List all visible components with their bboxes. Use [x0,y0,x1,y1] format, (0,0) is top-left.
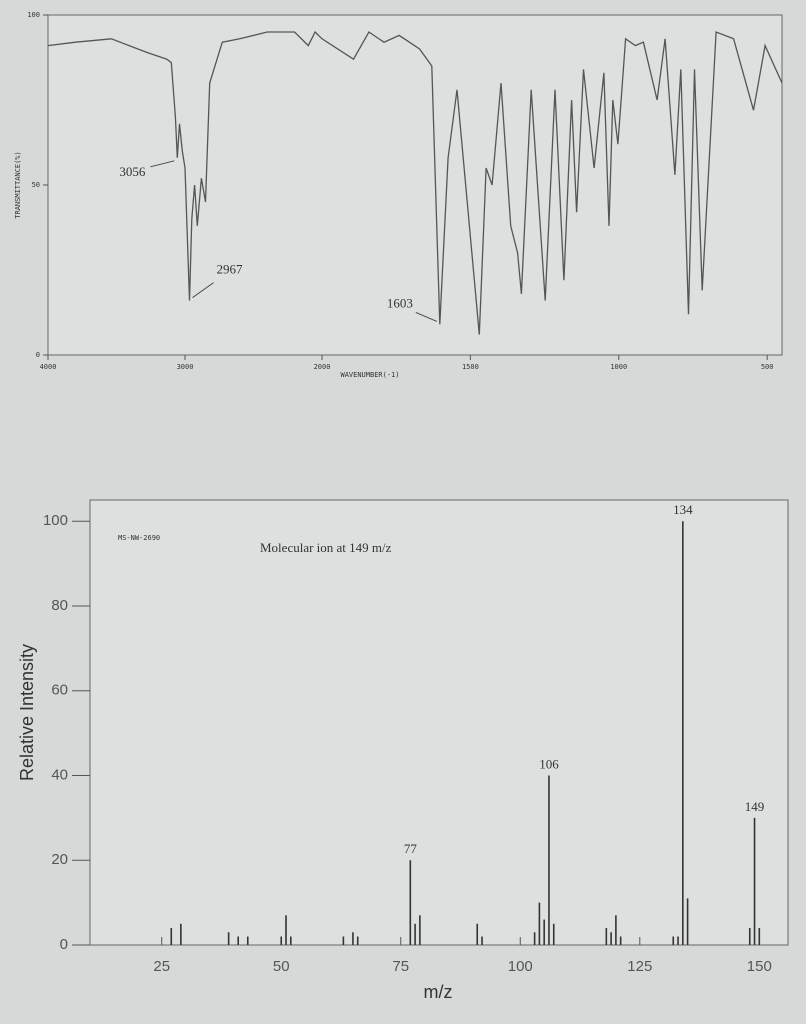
annotation: 1603 [387,295,413,310]
x-tick-label: 25 [153,958,170,975]
y-tick-label: 40 [51,766,68,783]
y-tick-label: 20 [51,851,68,868]
y-tick-label: 100 [27,11,40,19]
annotation: 2967 [217,262,244,277]
x-tick-label: 2000 [314,363,331,371]
annotation-arrow [150,160,175,168]
x-axis-label: WAVENUMBER(-1) [340,371,399,379]
x-tick-label: 100 [508,958,533,975]
annotation: 3056 [119,164,146,179]
peak-label: 77 [404,841,418,856]
x-tick-label: 125 [627,958,652,975]
plot-frame [47,14,783,356]
peak-label: 149 [745,799,765,814]
annotation-arrow [415,311,438,322]
y-tick-label: 80 [51,597,68,614]
x-tick-label: 1000 [610,363,627,371]
x-tick-label: 150 [747,958,772,975]
x-tick-label: 75 [392,958,409,975]
y-tick-label: 60 [51,682,68,699]
y-tick-label: 0 [36,351,40,359]
y-tick-label: 100 [43,512,68,529]
plot-frame [89,499,789,946]
spectrum-line [47,30,783,335]
y-axis-label: TRANSMITTANCE(%) [14,151,22,218]
x-tick-label: 1500 [462,363,479,371]
peak-label: 106 [539,756,559,771]
y-tick-label: 0 [60,936,68,953]
spectrum-code: MS-NW-2690 [118,534,160,542]
x-tick-label: 50 [273,958,290,975]
x-tick-label: 4000 [40,363,57,371]
y-axis-label: Relative Intensity [17,644,37,781]
x-tick-label: 3000 [177,363,194,371]
x-axis-label: m/z [424,982,453,1002]
annotation-arrow [192,282,214,299]
note: Molecular ion at 149 m/z [260,540,392,555]
x-tick-label: 500 [761,363,774,371]
y-tick-label: 50 [32,181,40,189]
peak-label: 134 [673,502,693,517]
